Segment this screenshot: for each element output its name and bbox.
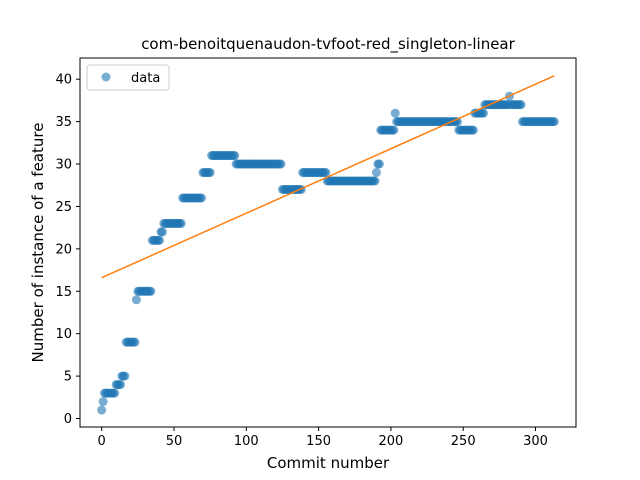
data-point <box>131 295 141 305</box>
plot-frame <box>79 57 577 428</box>
data-point <box>390 108 400 118</box>
x-axis-label: Commit number <box>267 454 390 472</box>
data-point <box>110 388 120 398</box>
y-axis-ticks: 0 5 10 15 20 25 30 35 40 <box>55 73 80 427</box>
data-point <box>176 218 186 228</box>
data-point <box>120 371 130 381</box>
data-point <box>370 176 380 186</box>
y-tick-label: 35 <box>55 115 72 130</box>
data-point <box>230 151 240 161</box>
y-tick-label: 30 <box>55 158 72 173</box>
data-point <box>478 108 488 118</box>
chart-title: com-benoitquenaudon-tvfoot-red_singleton… <box>141 35 515 54</box>
data-point <box>196 193 206 203</box>
data-point <box>516 100 526 110</box>
legend: data <box>86 64 170 91</box>
y-tick-label: 5 <box>64 370 72 385</box>
data-point <box>98 397 108 407</box>
data-point <box>321 168 331 178</box>
data-point <box>374 159 384 169</box>
y-tick-label: 25 <box>55 200 72 215</box>
legend-marker <box>101 72 111 82</box>
data-point <box>549 117 559 127</box>
x-tick-label: 0 <box>98 434 106 449</box>
data-point <box>389 125 399 135</box>
data-point <box>155 235 165 245</box>
x-tick-label: 250 <box>451 434 476 449</box>
data-point <box>157 227 167 237</box>
x-tick-label: 200 <box>378 434 403 449</box>
data-point <box>115 380 125 390</box>
y-tick-label: 10 <box>55 327 72 342</box>
x-axis-ticks: 0 50 100 150 200 250 300 <box>98 427 548 449</box>
y-tick-label: 15 <box>55 285 72 300</box>
data-point <box>276 159 286 169</box>
y-tick-label: 0 <box>64 412 72 427</box>
fit-line-group <box>101 75 555 279</box>
data-point <box>146 286 156 296</box>
legend-box <box>86 64 170 91</box>
x-tick-label: 100 <box>234 434 259 449</box>
legend-label: data <box>131 71 160 86</box>
data-points <box>97 91 559 415</box>
x-tick-label: 300 <box>523 434 548 449</box>
x-tick-label: 150 <box>306 434 331 449</box>
data-point <box>130 337 140 347</box>
y-tick-label: 20 <box>55 242 72 257</box>
data-point <box>97 405 107 415</box>
data-point <box>371 168 381 178</box>
y-tick-label: 40 <box>55 73 72 88</box>
y-axis-label: Number of instance of a feature <box>29 123 47 363</box>
data-point <box>468 125 478 135</box>
data-point <box>205 168 215 178</box>
fit-line <box>101 75 555 279</box>
x-tick-label: 50 <box>166 434 183 449</box>
